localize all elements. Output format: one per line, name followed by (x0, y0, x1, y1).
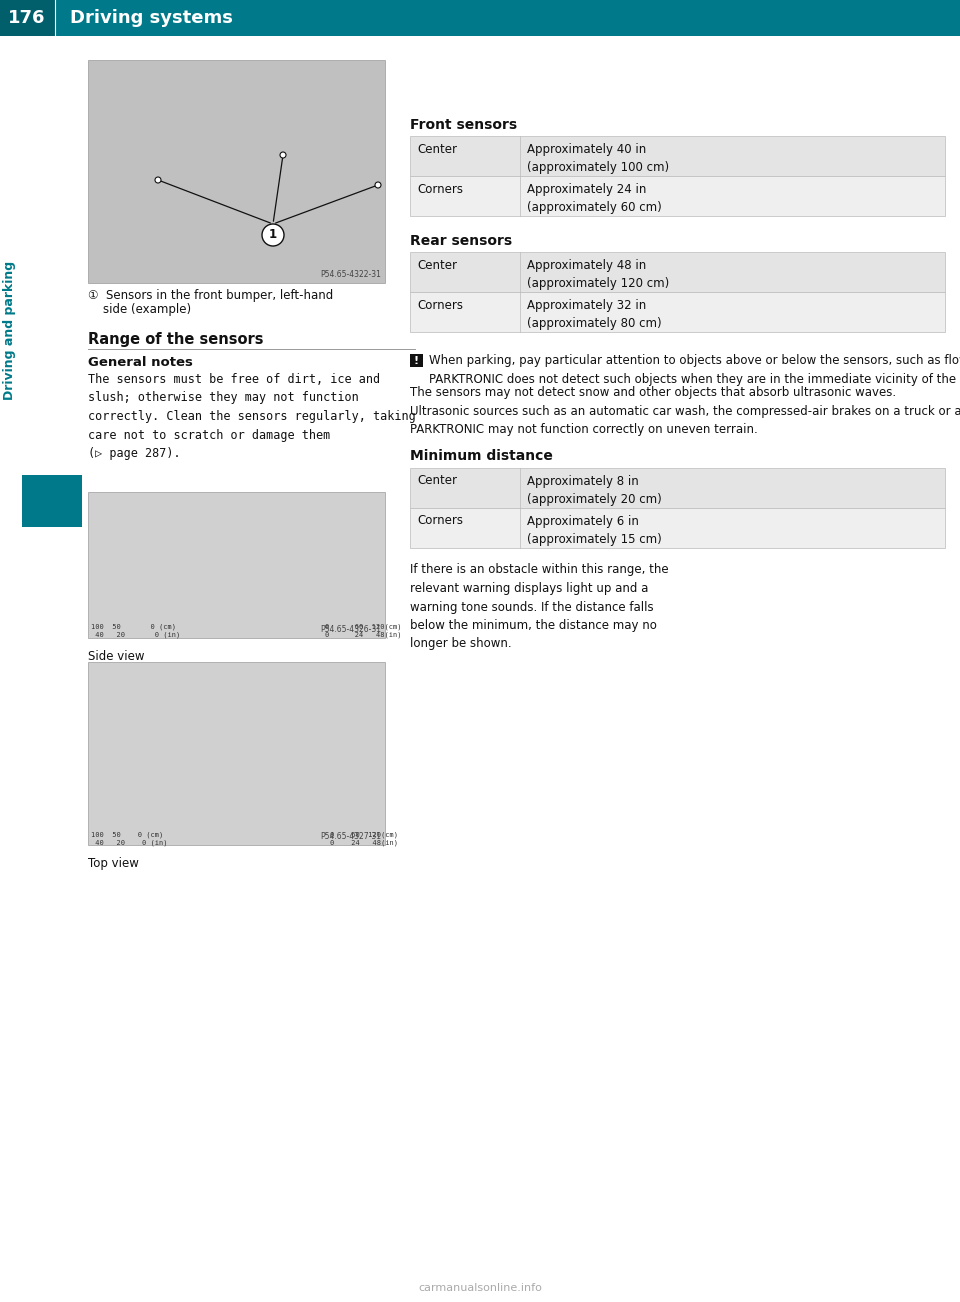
Bar (88, 60, 385, 283)
Text: Front sensors: Front sensors (410, 118, 517, 132)
Text: Approximately 6 in
(approximately 15 cm): Approximately 6 in (approximately 15 cm) (527, 514, 661, 546)
Text: The sensors must be free of dirt, ice and
slush; otherwise they may not function: The sensors must be free of dirt, ice an… (88, 372, 416, 460)
Circle shape (375, 182, 381, 187)
Text: P54.65-4322-31: P54.65-4322-31 (320, 270, 381, 279)
Circle shape (280, 152, 286, 158)
Bar (410, 135, 945, 176)
Text: 100  50    0 (cm): 100 50 0 (cm) (91, 831, 163, 837)
Text: Minimum distance: Minimum distance (410, 449, 553, 464)
Bar (22, 475, 82, 527)
Text: PARKTRONIC may not function correctly on uneven terrain.: PARKTRONIC may not function correctly on… (410, 423, 757, 436)
Bar (410, 354, 423, 367)
Bar (410, 292, 945, 332)
Text: P54.65-4327-31: P54.65-4327-31 (320, 832, 381, 841)
Text: 40   20       0 (in): 40 20 0 (in) (91, 631, 180, 638)
Circle shape (262, 224, 284, 246)
Text: Side view: Side view (88, 650, 145, 663)
Text: Corners: Corners (417, 514, 463, 527)
Text: Center: Center (417, 143, 457, 156)
Text: Center: Center (417, 474, 457, 487)
Text: Corners: Corners (417, 299, 463, 312)
Text: 0    60  120(cm): 0 60 120(cm) (330, 831, 398, 837)
Bar (0, 0, 55, 36)
Text: 1: 1 (269, 228, 277, 241)
Text: 100  50       0 (cm): 100 50 0 (cm) (91, 624, 176, 630)
Bar (410, 253, 945, 292)
Text: When parking, pay particular attention to objects above or below the sensors, su: When parking, pay particular attention t… (429, 354, 960, 385)
Bar (410, 508, 945, 548)
Text: If there is an obstacle within this range, the
relevant warning displays light u: If there is an obstacle within this rang… (410, 564, 668, 651)
Text: The sensors may not detect snow and other objects that absorb ultrasonic waves.: The sensors may not detect snow and othe… (410, 385, 896, 398)
Text: Driving systems: Driving systems (70, 9, 233, 27)
Text: carmanualsonline.info: carmanualsonline.info (418, 1282, 542, 1293)
Text: Approximately 40 in
(approximately 100 cm): Approximately 40 in (approximately 100 c… (527, 143, 669, 174)
Text: 0      24   48(in): 0 24 48(in) (325, 631, 401, 638)
Text: Corners: Corners (417, 184, 463, 197)
Text: 0    24   48(in): 0 24 48(in) (330, 838, 398, 845)
Text: 176: 176 (9, 9, 46, 27)
Text: 40   20    0 (in): 40 20 0 (in) (91, 838, 167, 845)
Text: General notes: General notes (88, 355, 193, 368)
Text: Driving and parking: Driving and parking (4, 260, 16, 400)
Bar (410, 176, 945, 216)
Circle shape (155, 177, 161, 184)
Text: Approximately 48 in
(approximately 120 cm): Approximately 48 in (approximately 120 c… (527, 259, 669, 290)
Bar (0, 0, 960, 36)
Text: !: ! (414, 355, 420, 366)
Bar (410, 467, 945, 508)
Text: Approximately 24 in
(approximately 60 cm): Approximately 24 in (approximately 60 cm… (527, 184, 661, 214)
Text: side (example): side (example) (88, 303, 191, 316)
Text: P54.65-4326-31: P54.65-4326-31 (320, 625, 381, 634)
Text: Approximately 8 in
(approximately 20 cm): Approximately 8 in (approximately 20 cm) (527, 474, 661, 505)
Text: Top view: Top view (88, 857, 139, 870)
Text: Ultrasonic sources such as an automatic car wash, the compressed-air brakes on a: Ultrasonic sources such as an automatic … (410, 405, 960, 418)
Text: 0      60  120(cm): 0 60 120(cm) (325, 624, 401, 630)
Text: Range of the sensors: Range of the sensors (88, 332, 263, 348)
Text: Approximately 32 in
(approximately 80 cm): Approximately 32 in (approximately 80 cm… (527, 299, 661, 329)
Bar (88, 661, 385, 845)
Bar (88, 492, 385, 638)
Text: Center: Center (417, 259, 457, 272)
Text: Rear sensors: Rear sensors (410, 234, 512, 247)
Text: ①  Sensors in the front bumper, left-hand: ① Sensors in the front bumper, left-hand (88, 289, 333, 302)
